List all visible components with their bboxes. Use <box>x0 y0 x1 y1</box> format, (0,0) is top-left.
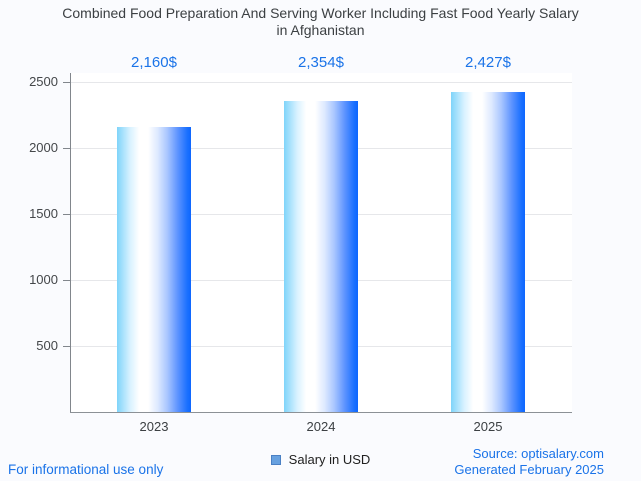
bar-value-label: 2,427$ <box>465 54 511 71</box>
y-axis-tick-label: 500 <box>36 338 58 353</box>
x-axis-tick-label: 2024 <box>306 419 336 434</box>
y-axis-tick <box>63 346 70 347</box>
y-axis-tick-label: 1500 <box>29 206 58 221</box>
bar-value-label: 2,354$ <box>298 54 344 71</box>
bar-2025[interactable] <box>451 92 525 412</box>
y-axis-line <box>70 73 71 412</box>
y-axis-tick-label: 2000 <box>29 140 58 155</box>
y-axis-tick-label: 1000 <box>29 272 58 287</box>
y-axis-tick <box>63 280 70 281</box>
gridline <box>70 82 572 83</box>
x-axis-tick-label: 2023 <box>139 419 169 434</box>
source-text: Source: optisalary.com <box>472 446 604 461</box>
y-axis-tick <box>63 214 70 215</box>
attribution: Source: optisalary.com Generated Februar… <box>454 446 604 477</box>
disclaimer-text: For informational use only <box>8 462 164 477</box>
legend-label: Salary in USD <box>288 452 371 467</box>
bar-2023[interactable] <box>117 127 191 412</box>
chart-title: Combined Food Preparation And Serving Wo… <box>0 5 641 39</box>
y-axis-tick <box>63 148 70 149</box>
y-axis-tick-label: 2500 <box>29 74 58 89</box>
y-axis-tick <box>63 82 70 83</box>
bar-2024[interactable] <box>284 101 358 412</box>
x-axis-line <box>70 412 572 413</box>
bar-value-label: 2,160$ <box>131 54 177 71</box>
legend-swatch-icon <box>270 454 281 465</box>
chart-title-line2: in Afghanistan <box>276 22 365 38</box>
chart-title-line1: Combined Food Preparation And Serving Wo… <box>62 5 579 21</box>
x-axis-tick-label: 2025 <box>473 419 503 434</box>
legend: Salary in USD <box>0 452 641 467</box>
generated-text: Generated February 2025 <box>454 461 604 477</box>
